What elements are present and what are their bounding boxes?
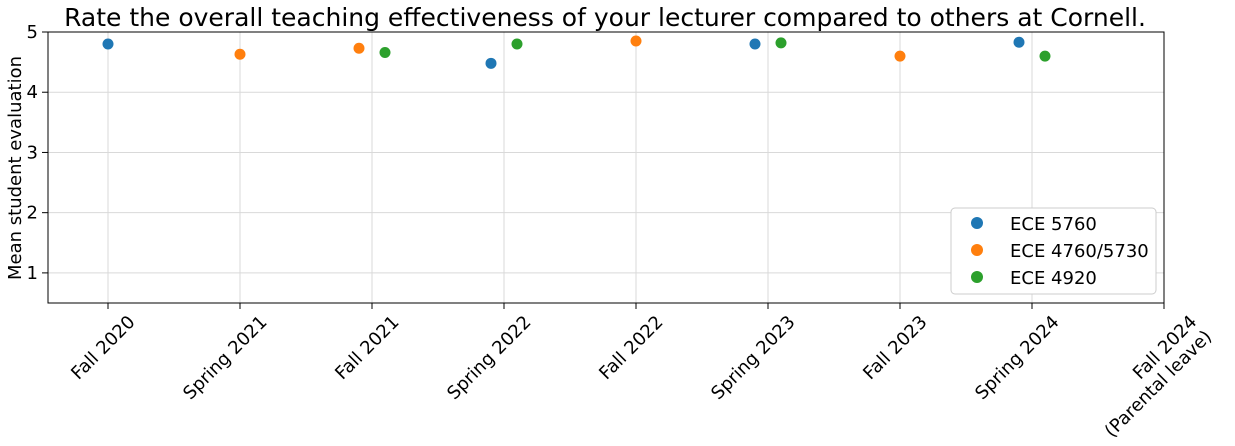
data-point xyxy=(353,42,365,54)
legend-label: ECE 4920 xyxy=(1010,268,1097,289)
data-point xyxy=(1013,36,1025,48)
x-tick-label: Spring 2021 xyxy=(179,312,271,404)
y-axis-title: Mean student evaluation xyxy=(5,56,26,280)
legend: ECE 5760 ECE 4760/5730 ECE 4920 xyxy=(950,207,1157,295)
chart-title: Rate the overall teaching effectiveness … xyxy=(64,3,1146,32)
legend-marker xyxy=(971,244,983,256)
data-points xyxy=(102,35,1051,69)
x-tick-label: Spring 2024 xyxy=(971,312,1063,404)
x-tick-label: Spring 2022 xyxy=(443,312,535,404)
data-point xyxy=(894,50,906,62)
legend-label: ECE 4760/5730 xyxy=(1010,241,1149,262)
x-tick-label: Spring 2023 xyxy=(707,312,799,404)
y-tick-label: 5 xyxy=(27,22,38,43)
y-tick-label: 3 xyxy=(27,142,38,163)
data-point xyxy=(749,38,761,50)
x-tick-label: Fall 2020 xyxy=(67,312,139,384)
data-point xyxy=(775,37,787,49)
data-point xyxy=(234,48,246,60)
x-tick-label: Fall 2021 xyxy=(331,312,403,384)
legend-marker xyxy=(971,271,983,283)
x-tick-label: Fall 2023 xyxy=(859,312,931,384)
plot-area-frame xyxy=(47,31,1165,304)
x-tick-label: Fall 2022 xyxy=(595,312,667,384)
legend-box xyxy=(950,207,1157,295)
x-tick-label: Fall 2024(Parental leave) xyxy=(1086,311,1216,441)
data-point xyxy=(630,35,642,47)
data-point xyxy=(102,38,114,50)
y-tick-label: 4 xyxy=(27,82,38,103)
y-tick-label: 2 xyxy=(27,203,38,224)
legend-label: ECE 5760 xyxy=(1010,214,1097,235)
legend-marker xyxy=(971,217,983,229)
y-tick-label: 1 xyxy=(27,263,38,284)
data-point xyxy=(379,46,391,58)
data-point xyxy=(485,57,497,69)
data-point xyxy=(511,38,523,50)
data-point xyxy=(1039,50,1051,62)
